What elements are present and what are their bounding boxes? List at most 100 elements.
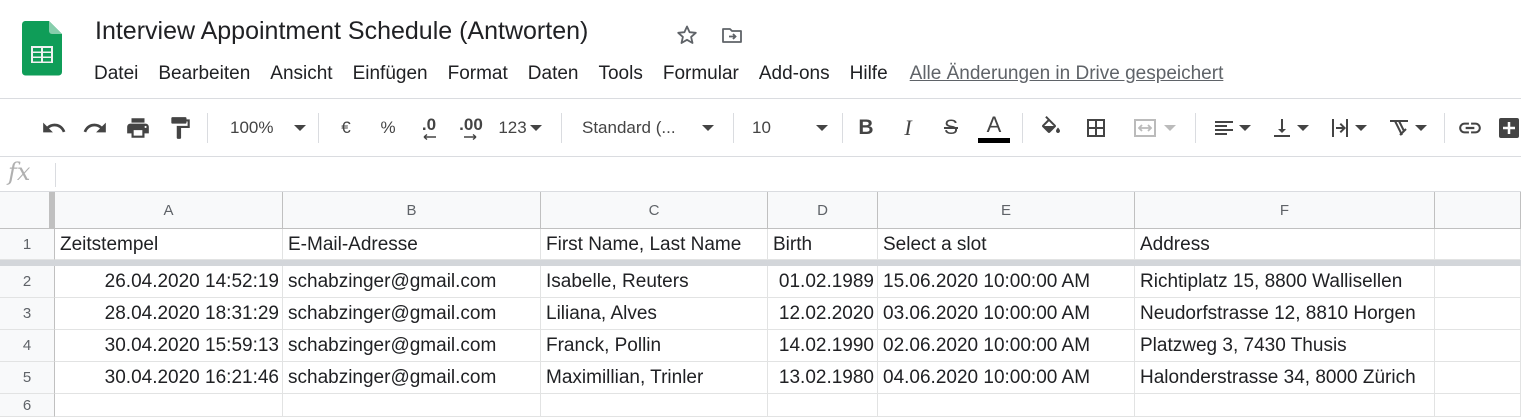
empty-cell[interactable] xyxy=(1435,298,1521,330)
column-header-e[interactable]: E xyxy=(878,192,1135,229)
table-cell[interactable]: 30.04.2020 16:21:46 xyxy=(55,362,283,394)
table-cell[interactable] xyxy=(283,394,541,417)
text-wrapping-icon[interactable] xyxy=(1322,99,1372,157)
row-header-1[interactable]: 1 xyxy=(0,229,55,260)
table-cell[interactable]: 03.06.2020 10:00:00 AM xyxy=(878,298,1135,330)
table-cell[interactable]: Maximillian, Trinler xyxy=(541,362,768,394)
menu-bar: Datei Bearbeiten Ansicht Einfügen Format… xyxy=(84,60,1223,88)
menu-formular[interactable]: Formular xyxy=(662,63,739,84)
column-header-extra[interactable] xyxy=(1435,192,1521,229)
table-cell[interactable]: 02.06.2020 10:00:00 AM xyxy=(878,330,1135,362)
horizontal-align-icon[interactable] xyxy=(1206,99,1256,157)
header-cell[interactable]: Birth xyxy=(768,229,878,260)
font-size-select[interactable]: 10 xyxy=(744,99,832,157)
table-cell[interactable]: 15.06.2020 10:00:00 AM xyxy=(878,266,1135,298)
table-cell[interactable]: Platzweg 3, 7430 Thusis xyxy=(1135,330,1435,362)
merge-cells-icon[interactable] xyxy=(1124,99,1184,157)
zoom-select[interactable]: 100% xyxy=(220,99,312,157)
paint-format-icon[interactable] xyxy=(164,99,196,157)
table-cell[interactable]: 28.04.2020 18:31:29 xyxy=(55,298,283,330)
empty-cell[interactable] xyxy=(1435,330,1521,362)
increase-decimals-button[interactable]: .00 xyxy=(454,99,488,157)
vertical-align-icon[interactable] xyxy=(1264,99,1314,157)
move-to-folder-icon[interactable] xyxy=(719,22,745,48)
table-cell[interactable]: 26.04.2020 14:52:19 xyxy=(55,266,283,298)
table-cell[interactable]: schabzinger@gmail.com xyxy=(283,362,541,394)
row-header-2[interactable]: 2 xyxy=(0,266,55,298)
table-cell[interactable]: 04.06.2020 10:00:00 AM xyxy=(878,362,1135,394)
currency-format-button[interactable]: € xyxy=(341,118,351,137)
italic-button[interactable]: I xyxy=(904,115,912,140)
text-rotation-icon[interactable] xyxy=(1380,99,1432,157)
table-cell[interactable]: 14.02.1990 xyxy=(768,330,878,362)
empty-cell[interactable] xyxy=(1435,266,1521,298)
header-cell[interactable]: Zeitstempel xyxy=(55,229,283,260)
column-header-d[interactable]: D xyxy=(768,192,878,229)
save-status-link[interactable]: Alle Änderungen in Drive gespeichert xyxy=(909,63,1224,84)
table-cell[interactable] xyxy=(55,394,283,417)
menu-ansicht[interactable]: Ansicht xyxy=(270,63,333,84)
row-header-6[interactable]: 6 xyxy=(0,394,55,417)
google-sheets-logo-icon[interactable] xyxy=(21,21,62,76)
percent-format-button[interactable]: % xyxy=(380,118,396,137)
empty-cell[interactable] xyxy=(1435,362,1521,394)
table-cell[interactable]: 12.02.2020 xyxy=(768,298,878,330)
table-cell[interactable]: schabzinger@gmail.com xyxy=(283,266,541,298)
insert-link-icon[interactable] xyxy=(1454,99,1486,157)
star-icon[interactable] xyxy=(674,22,700,48)
header-cell[interactable]: First Name, Last Name xyxy=(541,229,768,260)
frozen-row-divider[interactable] xyxy=(0,260,1521,266)
select-all-corner[interactable] xyxy=(0,192,55,229)
strikethrough-button[interactable]: S xyxy=(943,116,958,139)
menu-hilfe[interactable]: Hilfe xyxy=(849,63,888,84)
column-header-a[interactable]: A xyxy=(55,192,283,229)
bold-button[interactable]: B xyxy=(858,116,874,139)
print-icon[interactable] xyxy=(122,99,154,157)
table-cell[interactable]: Neudorfstrasse 12, 8810 Horgen xyxy=(1135,298,1435,330)
menu-daten[interactable]: Daten xyxy=(527,63,579,84)
header-cell[interactable]: E-Mail-Adresse xyxy=(283,229,541,260)
redo-icon[interactable] xyxy=(79,99,111,157)
column-header-c[interactable]: C xyxy=(541,192,768,229)
row-header-4[interactable]: 4 xyxy=(0,330,55,362)
table-cell[interactable] xyxy=(878,394,1135,417)
table-cell[interactable]: schabzinger@gmail.com xyxy=(283,298,541,330)
table-cell[interactable]: Halonderstrasse 34, 8000 Zürich xyxy=(1135,362,1435,394)
menu-datei[interactable]: Datei xyxy=(94,63,139,84)
menu-add-ons[interactable]: Add-ons xyxy=(758,63,830,84)
menu-tools[interactable]: Tools xyxy=(598,63,643,84)
font-family-select[interactable]: Standard (... xyxy=(574,99,720,157)
column-header-b[interactable]: B xyxy=(283,192,541,229)
formula-input[interactable] xyxy=(62,157,1512,191)
table-cell[interactable]: Liliana, Alves xyxy=(541,298,768,330)
table-cell[interactable]: Franck, Pollin xyxy=(541,330,768,362)
table-cell[interactable]: schabzinger@gmail.com xyxy=(283,330,541,362)
decrease-decimals-button[interactable]: .0 xyxy=(412,99,446,157)
table-cell[interactable]: 01.02.1989 xyxy=(768,266,878,298)
borders-icon[interactable] xyxy=(1081,99,1111,157)
menu-bearbeiten[interactable]: Bearbeiten xyxy=(158,63,251,84)
table-cell[interactable] xyxy=(768,394,878,417)
header-cell[interactable]: Select a slot xyxy=(878,229,1135,260)
menu-einfuegen[interactable]: Einfügen xyxy=(352,63,428,84)
empty-cell[interactable] xyxy=(1435,229,1521,260)
table-cell[interactable]: Isabelle, Reuters xyxy=(541,266,768,298)
menu-format[interactable]: Format xyxy=(447,63,508,84)
column-header-f[interactable]: F xyxy=(1135,192,1435,229)
more-formats-select[interactable]: 123 xyxy=(494,99,546,157)
row-header-5[interactable]: 5 xyxy=(0,362,55,394)
fill-color-icon[interactable] xyxy=(1036,99,1066,157)
table-cell[interactable]: Richtiplatz 15, 8800 Wallisellen xyxy=(1135,266,1435,298)
row-header-3[interactable]: 3 xyxy=(0,298,55,330)
undo-icon[interactable] xyxy=(38,99,70,157)
table-cell[interactable] xyxy=(541,394,768,417)
sheet-grid: A B C D E F 1 Zeitstempel E-Mail-Adresse First Na… xyxy=(0,192,1521,417)
insert-comment-icon[interactable] xyxy=(1497,99,1521,157)
table-cell[interactable]: 13.02.1980 xyxy=(768,362,878,394)
document-title[interactable]: Interview Appointment Schedule (Antworte… xyxy=(95,17,589,45)
empty-cell[interactable] xyxy=(1435,394,1521,417)
table-cell[interactable] xyxy=(1135,394,1435,417)
header-cell[interactable]: Address xyxy=(1135,229,1435,260)
text-color-button[interactable]: A xyxy=(977,99,1011,157)
table-cell[interactable]: 30.04.2020 15:59:13 xyxy=(55,330,283,362)
